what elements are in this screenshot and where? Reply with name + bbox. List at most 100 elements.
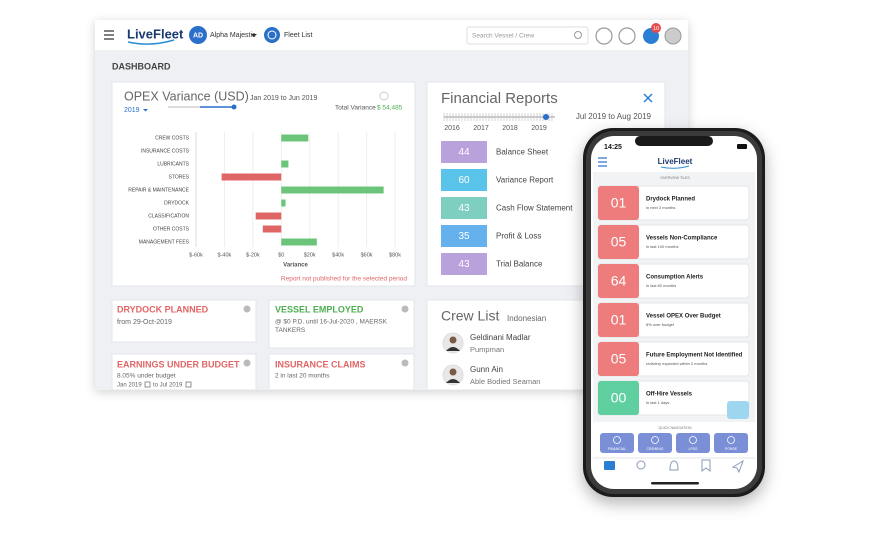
opex-card	[111, 81, 416, 287]
insurance-tile	[268, 353, 415, 391]
fleet-link: Fleet List	[284, 32, 312, 39]
tile-subtitle: 8% over budget	[646, 322, 675, 327]
tile-count-box	[598, 303, 639, 337]
tile-count: 00	[611, 390, 627, 406]
tile-text: @ $0 P.D. until 16-Jul-2020 , MAERSK	[275, 319, 388, 326]
bar	[262, 225, 282, 233]
quick-nav-icon	[727, 436, 735, 444]
tile-title: Drydock Planned	[646, 197, 695, 203]
tile-title: Off-Hire Vessels	[646, 392, 693, 398]
tile-count-box	[598, 186, 639, 220]
x-tick-label: $-20k	[246, 252, 260, 258]
calendar-icon	[185, 381, 192, 388]
report-count: 43	[458, 203, 470, 214]
tile-title: INSURANCE CLAIMS	[275, 359, 366, 369]
total-value: $ 54,485	[377, 105, 403, 112]
bar	[281, 199, 286, 207]
logo: LiveFleet	[127, 26, 184, 41]
tile-title: Vessel OPEX Over Budget	[646, 314, 721, 320]
report-count-box	[441, 169, 487, 191]
x-tick-label: $60k	[361, 252, 373, 258]
nav-search	[636, 460, 646, 470]
tile-title: EARNINGS UNDER BUDGET	[117, 359, 240, 369]
phone-logo: LiveFleet	[658, 157, 693, 166]
quick-nav-button	[676, 433, 710, 453]
user-name: Alpha Majestic	[210, 32, 256, 39]
tile-title: Vessels Non-Compliance	[646, 236, 718, 242]
help-icon	[243, 305, 251, 313]
tile-title: Future Employment Not Identified	[646, 353, 743, 359]
caret	[143, 109, 148, 112]
report-count: 35	[458, 231, 470, 242]
opex-year: 2019	[124, 107, 140, 114]
category-label: MANAGEMENT FEES	[139, 239, 190, 245]
financial-period: Jul 2019 to Aug 2019	[576, 112, 652, 121]
crew-avatar-head	[449, 368, 457, 376]
report-count: 43	[458, 259, 470, 270]
timeline-year: 2017	[473, 125, 489, 132]
x-axis-label: Variance	[283, 263, 308, 269]
earnings-tile	[111, 353, 257, 391]
x-tick-label: $-40k	[218, 252, 232, 258]
crew-avatar-body	[446, 347, 460, 351]
report-count-box	[441, 253, 487, 275]
quick-nav-button	[600, 433, 634, 453]
timeline-knob	[543, 114, 549, 120]
notification-count: 10	[653, 26, 659, 32]
timeline-year: 2019	[531, 125, 547, 132]
tile-subtitle: in last 80 months	[646, 283, 676, 288]
vessel-employed-tile	[268, 299, 415, 349]
tile-count: 05	[611, 351, 627, 367]
quick-nav-button	[714, 433, 748, 453]
tile-title: Consumption Alerts	[646, 275, 704, 281]
opex-title: OPEX Variance (USD)	[124, 89, 249, 103]
help-icon	[401, 305, 409, 313]
tile-count: 64	[611, 273, 627, 289]
bar	[281, 238, 317, 246]
bar	[281, 134, 309, 142]
quick-nav-label: FINANCIAL	[608, 447, 626, 451]
bar	[281, 186, 384, 194]
tile-subtitle: in next 3 months	[646, 205, 675, 210]
fleet-icon	[264, 27, 280, 43]
x-tick-label: $20k	[304, 252, 316, 258]
x-tick-label: $40k	[332, 252, 344, 258]
status-time: 14:25	[604, 144, 622, 151]
category-label: CLASSIFICATION	[148, 213, 189, 219]
tile-count: 05	[611, 234, 627, 250]
tile-text: TANKERS	[275, 327, 306, 334]
category-label: CREW COSTS	[155, 135, 190, 141]
crew-role: Able Bodied Seaman	[470, 377, 540, 386]
tile-title: DRYDOCK PLANNED	[117, 304, 209, 314]
quick-nav-icon	[651, 436, 659, 444]
timeline-year: 2018	[502, 125, 518, 132]
logo-swoosh	[127, 39, 175, 45]
badge	[651, 23, 661, 33]
category-label: DRYDOCK	[164, 200, 190, 206]
report-label: Balance Sheet	[496, 148, 549, 157]
crew-title: Crew List	[441, 308, 499, 324]
notch	[635, 136, 713, 146]
date-to: to Jul 2019	[153, 383, 183, 389]
quick-nav-button	[638, 433, 672, 453]
nav-bell	[669, 460, 679, 471]
crew-filter: Indonesian	[507, 314, 546, 323]
chat-button	[727, 401, 749, 419]
crew-avatar-head	[449, 336, 457, 344]
report-label: Variance Report	[496, 176, 554, 185]
bookmark-icon	[595, 27, 613, 45]
tile-count: 01	[611, 312, 627, 328]
search-box	[466, 26, 589, 45]
tile-subtitle: in last 1 days	[646, 400, 669, 405]
quick-nav-label: LPSS	[689, 447, 699, 451]
tile-count-box	[598, 225, 639, 259]
tile-subtitle: from 29-Oct-2019	[117, 319, 172, 326]
help-icon	[243, 359, 251, 367]
expand-icon	[643, 93, 653, 103]
x-tick-label: $-60k	[189, 252, 203, 258]
fleet-icon-inner	[267, 30, 277, 40]
user-avatar	[189, 26, 207, 44]
caret	[251, 34, 257, 37]
